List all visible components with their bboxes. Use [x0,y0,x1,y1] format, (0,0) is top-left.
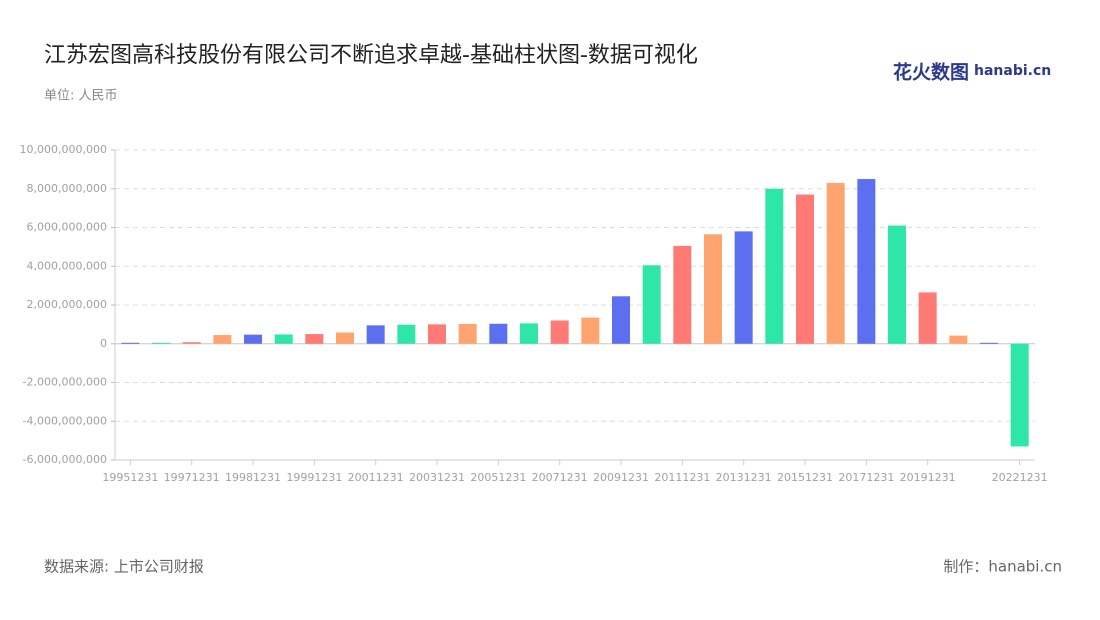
x-tick-label: 20091231 [593,471,649,484]
subtitle: 单位: 人民币 [44,89,118,104]
bar [305,334,324,344]
bar [673,245,692,344]
bar [980,342,998,344]
source: 数据来源: 上市公司财报 [44,558,204,576]
bar [336,332,354,344]
bar [520,323,538,344]
y-tick-label: 6,000,000,000 [27,221,107,234]
bar [397,324,416,344]
bar [152,342,170,344]
bar [826,182,845,344]
bar [888,225,906,344]
y-tick-label: 8,000,000,000 [27,182,107,195]
bar [213,335,232,344]
bar [642,265,661,344]
x-tick-label: 20011231 [348,471,404,484]
y-tick-label: -4,000,000,000 [23,414,107,427]
x-tick-label: 20131231 [716,471,772,484]
bar [949,335,968,344]
y-tick-label: 4,000,000,000 [27,259,107,272]
x-tick-label: 20031231 [409,471,465,484]
y-tick-label: -2,000,000,000 [23,376,107,389]
bar [550,320,569,344]
x-tick-label: 20051231 [470,471,526,484]
x-tick-label: 19951231 [102,471,158,484]
x-tick-label: 19981231 [225,471,281,484]
bar [182,342,201,344]
x-tick-label: 20111231 [654,471,710,484]
bar [918,292,937,344]
x-tick-label: 19971231 [164,471,220,484]
y-tick-label: -6,000,000,000 [23,453,107,466]
chart-title: 江苏宏图高科技股份有限公司不断追求卓越-基础柱状图-数据可视化 [44,43,698,68]
x-tick-label: 20221231 [992,471,1048,484]
y-tick-label: 0 [100,337,107,350]
x-tick-label: 20191231 [900,471,956,484]
credit: 制作：hanabi.cn [943,558,1062,576]
x-tick-label: 20071231 [532,471,588,484]
bar [796,194,814,344]
bar [121,342,140,344]
brand-sub: hanabi.cn [974,63,1051,79]
bar [274,334,293,344]
bar [366,325,385,344]
bar [581,317,600,344]
bar [428,324,446,344]
bar [704,234,722,344]
bar [857,179,876,344]
bar [489,323,508,344]
brand: 花火数图 [893,61,969,84]
bar [612,296,630,344]
y-tick-label: 2,000,000,000 [27,298,107,311]
bar [458,323,477,344]
x-tick-label: 20171231 [838,471,894,484]
x-tick-label: 20151231 [777,471,833,484]
y-tick-label: 10,000,000,000 [20,143,107,156]
bar [1010,343,1029,447]
bar [765,188,784,344]
bar [734,231,753,344]
x-tick-label: 19991231 [286,471,342,484]
bar [244,334,262,344]
